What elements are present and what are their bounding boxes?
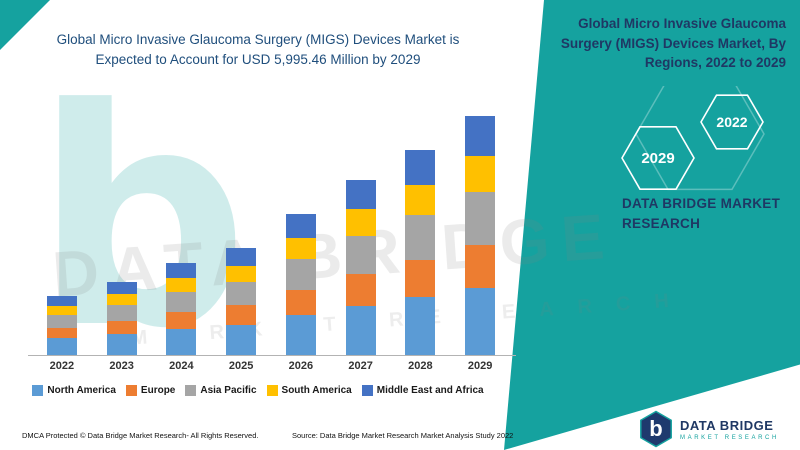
source-note: Source: Data Bridge Market Research Mark… [292,431,514,440]
legend-item: Middle East and Africa [361,385,484,396]
bar-column [391,108,451,355]
bar-segment-south-america [166,278,197,293]
logo-hexagon-shape [640,410,672,448]
stacked-bar-2029 [465,116,496,355]
legend-swatch [125,385,137,396]
x-axis-line [28,355,516,356]
bar-column [331,108,391,355]
bar-segment-europe [226,305,257,325]
bar-segment-asia-pacific [465,192,496,245]
legend-label: South America [281,385,352,396]
bar-segment-europe [46,327,77,339]
legend: North America Europe Asia Pacific South Ame… [8,385,508,396]
x-axis-label: 2026 [288,360,314,372]
bar-segment-asia-pacific [46,315,77,328]
bar-segment-asia-pacific [166,292,197,313]
bar-segment-south-america [405,184,436,216]
legend-label: Asia Pacific [200,385,257,396]
bar-segment-asia-pacific [345,235,376,275]
bar-column [271,108,331,355]
bar-segment-europe [345,274,376,306]
bar-segment-asia-pacific [405,215,436,261]
bar-segment-north-america [345,305,376,355]
logo-text-block: DATA BRIDGE MARKET RESEARCH [680,418,779,441]
x-axis-label: 2023 [109,360,134,372]
bar-segment-north-america [106,334,137,355]
x-axis-label: 2022 [49,360,75,372]
bar-column [32,108,92,355]
legend-label: Middle East and Africa [376,385,484,396]
legend-item: Asia Pacific [185,385,257,396]
bar-segment-south-america [345,209,376,236]
bar-segment-middle-east-and-africa [285,213,316,238]
bar-segment-north-america [46,338,77,355]
bar-column [211,108,271,355]
bar-column [450,108,510,355]
bar-segment-middle-east-and-africa [405,150,436,185]
stacked-bar-2023 [106,281,137,355]
x-axis-labels: 2022 2023 2024 2025 2026 2027 2028 2029 [32,360,510,372]
dbmr-logo-hexagon-icon: b [640,410,672,448]
stacked-bar-2022 [46,296,77,355]
legend-swatch [32,385,44,396]
stacked-bar-2028 [405,150,436,355]
legend-swatch [361,385,373,396]
right-panel-title: Global Micro Invasive Glaucoma Surgery (… [560,16,786,71]
bar-segment-north-america [285,315,316,355]
bar-segment-europe [285,289,316,316]
chart-title: Global Micro Invasive Glaucoma Surgery (… [56,32,460,68]
bars-row [32,108,510,355]
bar-segment-middle-east-and-africa [226,247,257,266]
legend-swatch [266,385,278,396]
dmca-notice: DMCA Protected © Data Bridge Market Rese… [22,431,259,440]
x-axis-label: 2024 [169,360,194,372]
legend-swatch [185,385,197,396]
legend-label: Europe [140,385,176,396]
bar-segment-middle-east-and-africa [345,179,376,210]
bar-segment-south-america [465,156,496,193]
bar-segment-middle-east-and-africa [46,296,77,307]
corner-triangle-decoration [0,0,50,50]
bar-segment-middle-east-and-africa [166,262,197,279]
x-axis-label: 2028 [408,360,433,372]
dbmr-logo: b DATA BRIDGE MARKET RESEARCH [638,409,779,449]
legend-label: North America [47,385,116,396]
stacked-bar-2024 [166,262,197,355]
bar-segment-asia-pacific [106,305,137,322]
bar-segment-middle-east-and-africa [465,116,496,157]
bar-segment-north-america [166,329,197,355]
bar-segment-asia-pacific [285,258,316,290]
bar-segment-south-america [106,294,137,306]
legend-item: Europe [125,385,176,396]
bar-segment-south-america [285,237,316,259]
bar-segment-europe [166,312,197,330]
stacked-bar-2025 [226,247,257,355]
bar-segment-asia-pacific [226,281,257,306]
x-axis-label: 2027 [348,360,373,372]
stacked-bar-2027 [345,179,376,355]
bar-segment-south-america [46,306,77,316]
bar-column [92,108,152,355]
logo-name: DATA BRIDGE [680,417,774,433]
bar-segment-south-america [226,265,257,282]
legend-item: South America [266,385,352,396]
x-axis-label: 2025 [228,360,254,372]
logo-b-letter: b [649,416,662,441]
legend-item: North America [32,385,116,396]
bar-segment-north-america [226,324,257,355]
bar-segment-europe [465,244,496,288]
logo-tagline: MARKET RESEARCH [680,434,779,441]
x-axis-label: 2029 [467,360,493,372]
panel-brand-text: DATA BRIDGE MARKET RESEARCH [622,196,781,232]
bar-segment-middle-east-and-africa [106,281,137,295]
bar-column [152,108,212,355]
bar-segment-europe [405,260,436,298]
stacked-bar-2026 [285,213,316,355]
bar-segment-north-america [405,297,436,355]
bar-segment-north-america [465,287,496,355]
bar-segment-europe [106,321,137,335]
